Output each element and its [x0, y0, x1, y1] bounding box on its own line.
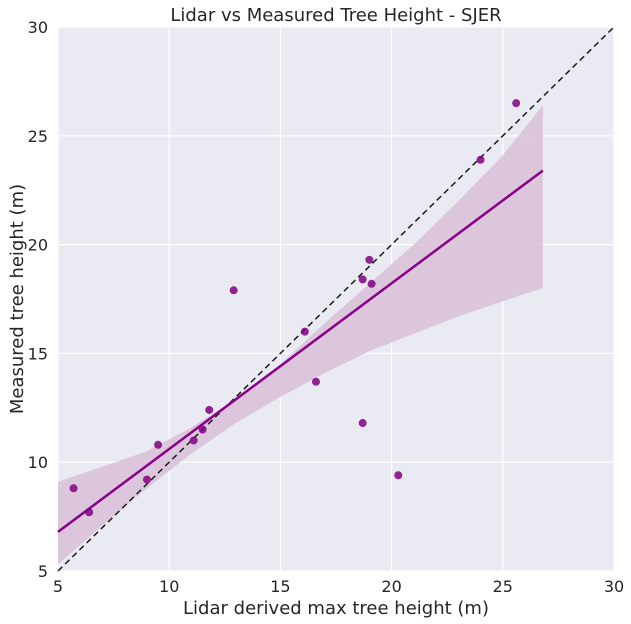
data-point — [311, 377, 320, 386]
y-tick-labels: 5 10 15 20 25 30 — [28, 18, 48, 581]
data-point — [142, 475, 151, 484]
y-tick-label: 15 — [28, 344, 48, 363]
data-point — [154, 440, 163, 449]
x-tick-label: 20 — [381, 577, 401, 596]
data-point — [394, 471, 403, 480]
data-point — [198, 425, 207, 434]
chart-title: Lidar vs Measured Tree Height - SJER — [170, 5, 501, 26]
y-tick-label: 30 — [28, 18, 48, 37]
x-tick-label: 25 — [493, 577, 513, 596]
data-point — [229, 286, 238, 295]
y-tick-label: 25 — [28, 127, 48, 146]
y-axis-label: Measured tree height (m) — [7, 184, 28, 414]
data-points — [69, 99, 521, 517]
data-point — [85, 508, 94, 517]
data-point — [367, 279, 376, 288]
data-point — [300, 327, 309, 336]
data-point — [189, 436, 198, 445]
data-point — [512, 99, 521, 108]
data-point — [358, 419, 367, 428]
data-point — [358, 275, 367, 284]
y-tick-label: 10 — [28, 453, 48, 472]
y-tick-label: 5 — [38, 562, 48, 581]
x-axis-label: Lidar derived max tree height (m) — [183, 598, 489, 619]
data-point — [205, 405, 214, 414]
x-tick-label: 10 — [159, 577, 179, 596]
x-tick-label: 30 — [604, 577, 624, 596]
x-tick-labels: 5 10 15 20 25 30 — [53, 577, 624, 596]
data-point — [365, 255, 374, 264]
x-tick-label: 15 — [270, 577, 290, 596]
y-tick-label: 20 — [28, 236, 48, 255]
data-point — [476, 155, 485, 164]
confidence-band — [58, 105, 543, 565]
data-point — [69, 484, 78, 493]
regression-line — [57, 169, 544, 533]
x-tick-label: 5 — [53, 577, 63, 596]
